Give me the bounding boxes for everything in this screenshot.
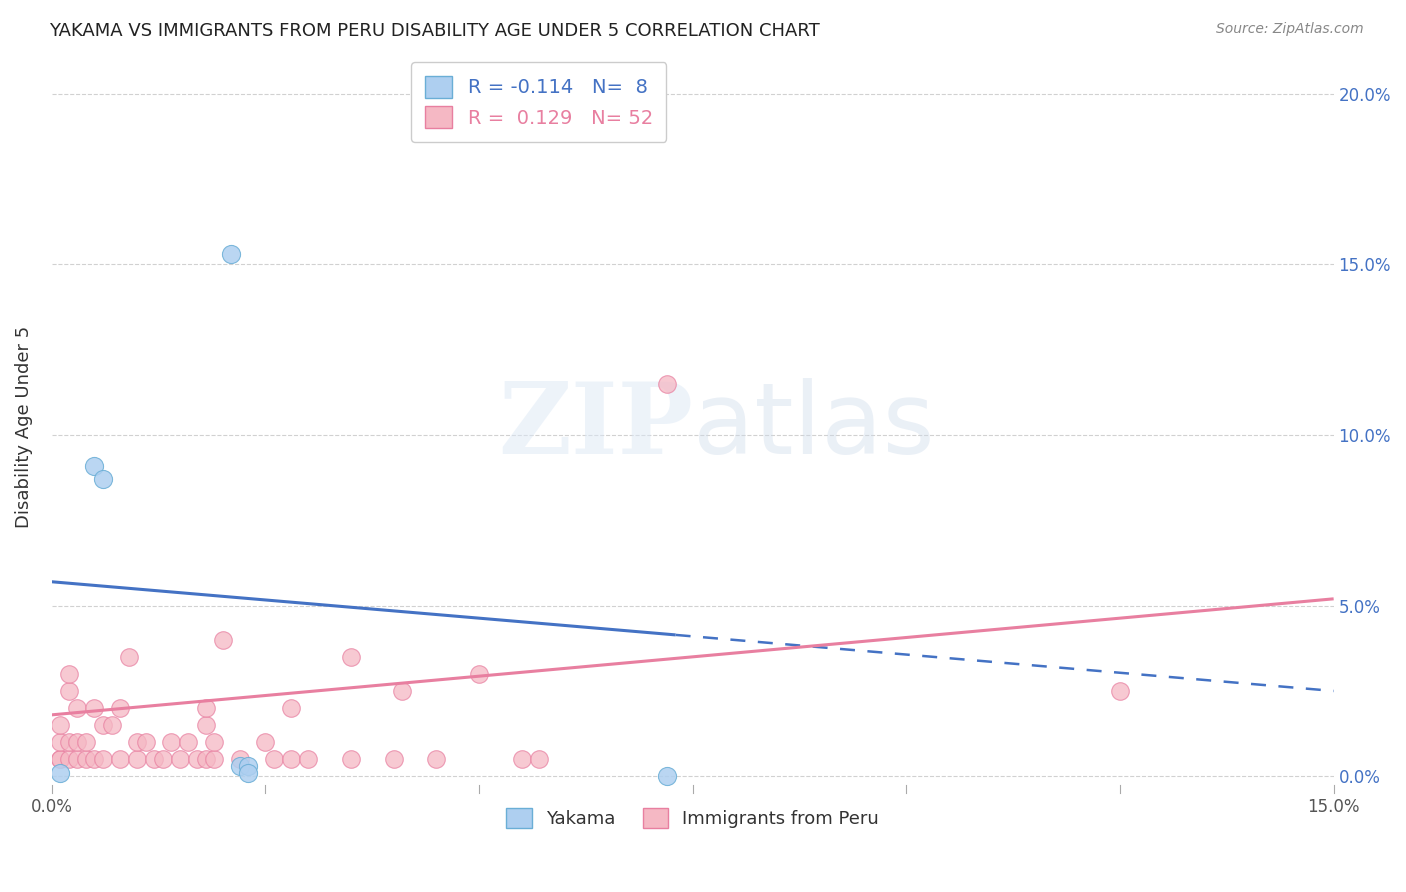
Point xyxy=(100,718,122,732)
Point xyxy=(160,735,183,749)
Point xyxy=(177,735,200,749)
Point xyxy=(194,752,217,766)
Point xyxy=(219,247,242,261)
Point xyxy=(83,752,105,766)
Point xyxy=(143,752,166,766)
Legend: Yakama, Immigrants from Peru: Yakama, Immigrants from Peru xyxy=(499,800,886,836)
Point xyxy=(58,735,80,749)
Point xyxy=(49,752,72,766)
Point xyxy=(1109,684,1132,698)
Point xyxy=(58,666,80,681)
Point xyxy=(108,752,131,766)
Point xyxy=(263,752,285,766)
Point xyxy=(118,649,141,664)
Point xyxy=(58,752,80,766)
Point xyxy=(49,718,72,732)
Point xyxy=(202,752,225,766)
Point xyxy=(510,752,533,766)
Point xyxy=(280,752,302,766)
Point xyxy=(340,752,363,766)
Point xyxy=(229,759,252,773)
Point xyxy=(425,752,447,766)
Point xyxy=(340,649,363,664)
Point xyxy=(108,701,131,715)
Point xyxy=(297,752,319,766)
Point xyxy=(58,684,80,698)
Point xyxy=(91,752,114,766)
Point xyxy=(66,701,89,715)
Point xyxy=(75,735,97,749)
Point xyxy=(49,752,72,766)
Point xyxy=(75,752,97,766)
Point xyxy=(83,701,105,715)
Point xyxy=(49,765,72,780)
Point xyxy=(127,735,149,749)
Point xyxy=(194,718,217,732)
Point xyxy=(655,376,678,391)
Point xyxy=(211,632,233,647)
Point xyxy=(152,752,174,766)
Point xyxy=(91,472,114,486)
Text: ZIP: ZIP xyxy=(498,378,693,475)
Point xyxy=(238,759,260,773)
Point xyxy=(238,765,260,780)
Text: atlas: atlas xyxy=(693,378,935,475)
Point xyxy=(655,769,678,783)
Point xyxy=(127,752,149,766)
Point xyxy=(186,752,208,766)
Point xyxy=(527,752,550,766)
Point xyxy=(169,752,191,766)
Point xyxy=(229,752,252,766)
Point xyxy=(391,684,413,698)
Y-axis label: Disability Age Under 5: Disability Age Under 5 xyxy=(15,326,32,527)
Text: YAKAMA VS IMMIGRANTS FROM PERU DISABILITY AGE UNDER 5 CORRELATION CHART: YAKAMA VS IMMIGRANTS FROM PERU DISABILIT… xyxy=(49,22,820,40)
Point xyxy=(66,735,89,749)
Text: Source: ZipAtlas.com: Source: ZipAtlas.com xyxy=(1216,22,1364,37)
Point xyxy=(254,735,277,749)
Point xyxy=(66,752,89,766)
Point xyxy=(382,752,405,766)
Point xyxy=(202,735,225,749)
Point xyxy=(83,458,105,473)
Point xyxy=(135,735,157,749)
Point xyxy=(280,701,302,715)
Point xyxy=(49,735,72,749)
Point xyxy=(91,718,114,732)
Point xyxy=(468,666,491,681)
Point xyxy=(194,701,217,715)
